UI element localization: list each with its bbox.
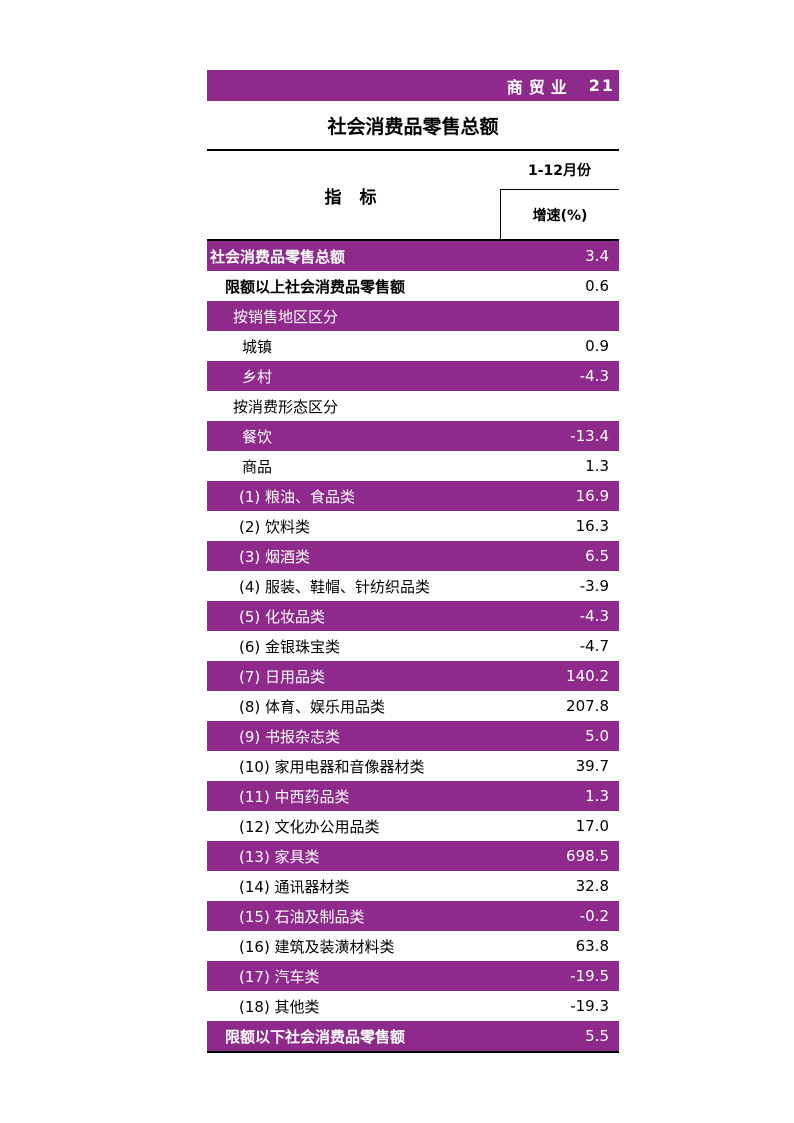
table-row: (13) 家具类 698.5 <box>207 841 619 871</box>
table-row: 商品 1.3 <box>207 451 619 481</box>
table-row: (14) 通讯器材类 32.8 <box>207 871 619 901</box>
table-row: 按消费形态区分 <box>207 391 619 421</box>
table-body: 社会消费品零售总额 3.4 限额以上社会消费品零售额 0.6 按销售地区区分 城镇 0… <box>207 241 619 1051</box>
table-row: (4) 服装、鞋帽、针纺织品类 -3.9 <box>207 571 619 601</box>
row-value: -4.3 <box>579 367 609 385</box>
row-label: 限额以下社会消费品零售额 <box>225 1027 406 1046</box>
row-value: -13.4 <box>570 427 609 445</box>
row-label: (5) 化妆品类 <box>239 607 326 626</box>
row-label: (2) 饮料类 <box>239 517 311 536</box>
table-row: (2) 饮料类 16.3 <box>207 511 619 541</box>
table-row: 城镇 0.9 <box>207 331 619 361</box>
table-row: (8) 体育、娱乐用品类 207.8 <box>207 691 619 721</box>
row-label: (9) 书报杂志类 <box>239 727 341 746</box>
row-value: 207.8 <box>566 697 609 715</box>
table-row: (15) 石油及制品类 -0.2 <box>207 901 619 931</box>
table-header: 指 标 1-12月份 增速(%) <box>207 151 619 241</box>
row-label: (4) 服装、鞋帽、针纺织品类 <box>239 577 431 596</box>
row-label: 乡村 <box>242 367 273 386</box>
row-label: (17) 汽车类 <box>239 967 320 986</box>
table-row: 餐饮 -13.4 <box>207 421 619 451</box>
row-value: 0.9 <box>585 337 609 355</box>
row-value: 16.9 <box>575 487 609 505</box>
row-value: -19.5 <box>570 967 609 985</box>
row-value: -3.9 <box>579 577 609 595</box>
row-value: 63.8 <box>575 937 609 955</box>
table-row: (5) 化妆品类 -4.3 <box>207 601 619 631</box>
row-value: 1.3 <box>585 787 609 805</box>
table-row: 限额以上社会消费品零售额 0.6 <box>207 271 619 301</box>
table-row: (3) 烟酒类 6.5 <box>207 541 619 571</box>
row-label: (13) 家具类 <box>239 847 320 866</box>
table-row: (12) 文化办公用品类 17.0 <box>207 811 619 841</box>
section-name: 商贸业 <box>506 77 573 97</box>
row-value: 1.3 <box>585 457 609 475</box>
table-bottom-rule <box>207 1051 619 1053</box>
table-row: (11) 中西药品类 1.3 <box>207 781 619 811</box>
row-value: 5.5 <box>585 1027 609 1045</box>
row-label: (7) 日用品类 <box>239 667 326 686</box>
row-label: (3) 烟酒类 <box>239 547 311 566</box>
row-label: 社会消费品零售总额 <box>210 247 346 266</box>
growth-header: 增速(%) <box>532 207 588 224</box>
table-row: (18) 其他类 -19.3 <box>207 991 619 1021</box>
row-value: 6.5 <box>585 547 609 565</box>
row-value: -0.2 <box>579 907 609 925</box>
row-value: 698.5 <box>566 847 609 865</box>
row-label: (12) 文化办公用品类 <box>239 817 380 836</box>
row-value: 5.0 <box>585 727 609 745</box>
row-value: 17.0 <box>575 817 609 835</box>
row-label: (16) 建筑及装潢材料类 <box>239 937 395 956</box>
row-label: (6) 金银珠宝类 <box>239 637 341 656</box>
header-divider-horizontal <box>500 189 619 190</box>
table-row: (10) 家用电器和音像器材类 39.7 <box>207 751 619 781</box>
table-row: 乡村 -4.3 <box>207 361 619 391</box>
row-value: 3.4 <box>585 247 609 265</box>
row-value: 0.6 <box>585 277 609 295</box>
table-row: (9) 书报杂志类 5.0 <box>207 721 619 751</box>
indicator-header: 指 标 <box>324 187 383 208</box>
row-value: -19.3 <box>570 997 609 1015</box>
period-header: 1-12月份 <box>527 163 592 179</box>
row-label: (11) 中西药品类 <box>239 787 350 806</box>
row-label: 城镇 <box>242 337 273 356</box>
table-row: (16) 建筑及装潢材料类 63.8 <box>207 931 619 961</box>
row-value: -4.3 <box>579 607 609 625</box>
table-row: 按销售地区区分 <box>207 301 619 331</box>
row-label: 餐饮 <box>242 427 273 446</box>
row-label: (1) 粮油、食品类 <box>239 487 356 506</box>
row-label: (8) 体育、娱乐用品类 <box>239 697 386 716</box>
row-label: 按消费形态区分 <box>233 397 339 416</box>
table-row: (6) 金银珠宝类 -4.7 <box>207 631 619 661</box>
row-label: (18) 其他类 <box>239 997 320 1016</box>
statistics-page: 商贸业 21 社会消费品零售总额 指 标 1-12月份 增速(%) 社会消费品零… <box>207 70 619 1053</box>
table-row: (17) 汽车类 -19.5 <box>207 961 619 991</box>
section-header-bar: 商贸业 21 <box>207 70 619 101</box>
row-label: (15) 石油及制品类 <box>239 907 365 926</box>
table-row: 限额以下社会消费品零售额 5.5 <box>207 1021 619 1051</box>
row-label: 商品 <box>242 457 273 476</box>
header-divider-vertical <box>500 189 501 239</box>
row-label: (10) 家用电器和音像器材类 <box>239 757 425 776</box>
row-label: (14) 通讯器材类 <box>239 877 350 896</box>
page-number: 21 <box>588 76 615 95</box>
row-value: 39.7 <box>575 757 609 775</box>
row-value: 32.8 <box>575 877 609 895</box>
row-value: -4.7 <box>579 637 609 655</box>
row-label: 按销售地区区分 <box>233 307 339 326</box>
row-value: 16.3 <box>575 517 609 535</box>
row-label: 限额以上社会消费品零售额 <box>225 277 406 296</box>
table-title: 社会消费品零售总额 <box>207 101 619 151</box>
table-row: (7) 日用品类 140.2 <box>207 661 619 691</box>
table-row: 社会消费品零售总额 3.4 <box>207 241 619 271</box>
table-row: (1) 粮油、食品类 16.9 <box>207 481 619 511</box>
row-value: 140.2 <box>566 667 609 685</box>
